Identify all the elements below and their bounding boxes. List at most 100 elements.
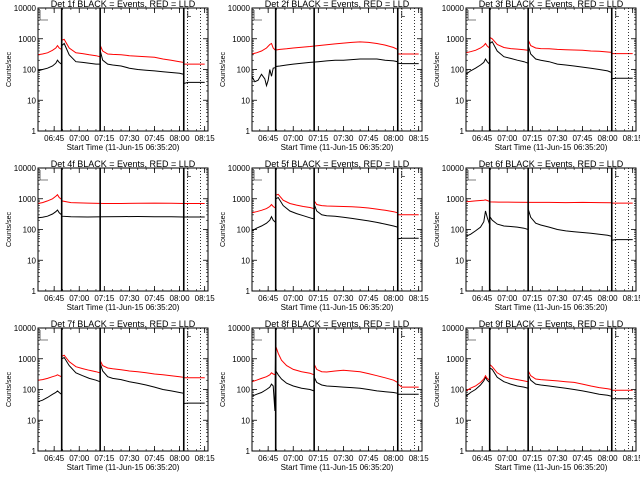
x-axis-label: Start Time (11-Jun-15 06:35:20)	[281, 463, 394, 472]
x-tick-label: 08:00	[384, 134, 405, 143]
y-tick-label: 10	[27, 96, 36, 105]
series-lld	[37, 193, 205, 204]
x-tick-label: 07:00	[283, 454, 304, 463]
plot-frame	[251, 327, 423, 452]
x-tick-label: 07:15	[522, 454, 543, 463]
y-tick-label: 10000	[442, 324, 465, 333]
x-tick-label: 06:45	[258, 454, 279, 463]
y-tick-label: 1000	[232, 195, 250, 204]
corner-label: L	[401, 330, 406, 339]
series-lld	[251, 41, 419, 55]
x-tick-label: 06:45	[472, 134, 493, 143]
x-tick-label: 07:30	[547, 294, 568, 303]
y-tick-label: 10	[241, 416, 250, 425]
y-axis-label: Counts/sec	[434, 51, 441, 87]
x-tick-label: 07:00	[69, 134, 90, 143]
y-tick-label: 1000	[232, 35, 250, 44]
x-tick-label: 06:45	[472, 294, 493, 303]
x-tick-label: 06:45	[44, 454, 65, 463]
panel-7: Det 7f BLACK = Events, RED = LLD 1 10 100 10…	[6, 319, 215, 472]
series-lld	[465, 199, 633, 204]
x-tick-label: 07:15	[308, 454, 329, 463]
x-tick-label: 07:15	[308, 134, 329, 143]
y-tick-label: 10	[455, 96, 464, 105]
series-events	[251, 58, 419, 88]
x-tick-label: 07:30	[333, 134, 354, 143]
x-tick-label: 07:15	[94, 134, 115, 143]
y-axis-label: Counts/sec	[6, 51, 13, 87]
frame-mark	[39, 10, 48, 21]
y-tick-label: 10	[241, 256, 250, 265]
series-lld	[37, 38, 205, 65]
panel-5: Det 5f BLACK = Events, RED = LLD 1 10 100 10…	[220, 159, 429, 312]
panel-title: Det 5f BLACK = Events, RED = LLD	[265, 159, 410, 169]
y-tick-label: 1	[32, 287, 37, 296]
y-tick-label: 10000	[228, 4, 251, 13]
series-events	[251, 348, 419, 412]
y-tick-label: 10000	[14, 324, 37, 333]
corner-label: L	[187, 10, 192, 19]
plot-frame	[251, 167, 423, 292]
frame-mark	[39, 330, 48, 341]
y-tick-label: 1000	[18, 35, 36, 44]
x-tick-label: 08:00	[170, 134, 191, 143]
plot-frame	[251, 7, 423, 132]
series-events	[465, 40, 633, 80]
y-axis-label: Counts/sec	[434, 371, 441, 407]
y-tick-label: 10000	[228, 164, 251, 173]
y-axis-label: Counts/sec	[220, 211, 227, 247]
y-tick-label: 1	[460, 287, 465, 296]
frame-mark	[467, 330, 476, 341]
y-tick-label: 100	[237, 386, 251, 395]
x-tick-label: 07:30	[119, 294, 140, 303]
x-axis-label: Start Time (11-Jun-15 06:35:20)	[67, 303, 180, 312]
x-tick-label: 08:15	[409, 454, 430, 463]
y-tick-label: 100	[237, 226, 251, 235]
x-tick-label: 07:00	[69, 454, 90, 463]
frame-mark	[253, 170, 262, 181]
plot-frame	[37, 327, 209, 452]
plot-frame	[37, 167, 209, 292]
y-tick-label: 1	[246, 447, 251, 456]
panel-9: Det 9f BLACK = Events, RED = LLD 1 10 100 10…	[434, 319, 640, 472]
x-tick-label: 07:00	[497, 454, 518, 463]
frame-mark	[253, 10, 262, 21]
x-tick-label: 07:45	[572, 454, 593, 463]
x-tick-label: 08:15	[623, 454, 640, 463]
plot-frame	[465, 327, 637, 452]
x-tick-label: 07:45	[144, 294, 165, 303]
y-tick-label: 10	[27, 256, 36, 265]
x-tick-label: 08:00	[598, 454, 619, 463]
x-tick-label: 07:00	[69, 294, 90, 303]
y-tick-label: 10000	[442, 4, 465, 13]
panel-4: Det 4f BLACK = Events, RED = LLD 1 10 100 10…	[6, 159, 215, 312]
y-axis-label: Counts/sec	[434, 211, 441, 247]
y-tick-label: 10000	[228, 324, 251, 333]
x-tick-label: 07:15	[308, 294, 329, 303]
plot-frame	[465, 7, 637, 132]
y-tick-label: 1000	[446, 355, 464, 364]
y-tick-label: 1	[32, 447, 37, 456]
panel-title: Det 9f BLACK = Events, RED = LLD	[479, 319, 624, 329]
x-tick-label: 08:15	[623, 294, 640, 303]
y-tick-label: 1000	[18, 195, 36, 204]
x-tick-label: 07:45	[572, 294, 593, 303]
x-tick-label: 07:15	[522, 134, 543, 143]
panel-1: Det 1f BLACK = Events, RED = LLD 1 10 100 10…	[6, 0, 215, 152]
y-axis-label: Counts/sec	[220, 371, 227, 407]
x-axis-label: Start Time (11-Jun-15 06:35:20)	[281, 143, 394, 152]
x-tick-label: 07:45	[144, 134, 165, 143]
series-lld	[251, 346, 419, 388]
corner-label: L	[615, 330, 620, 339]
x-tick-label: 08:15	[195, 294, 216, 303]
plot-frame	[37, 7, 209, 132]
x-tick-label: 08:15	[623, 134, 640, 143]
x-tick-label: 06:45	[258, 134, 279, 143]
corner-label: L	[187, 330, 192, 339]
corner-label: L	[401, 10, 406, 19]
series-lld	[465, 36, 633, 55]
corner-label: L	[187, 170, 192, 179]
x-tick-label: 06:45	[258, 294, 279, 303]
x-tick-label: 07:30	[333, 454, 354, 463]
